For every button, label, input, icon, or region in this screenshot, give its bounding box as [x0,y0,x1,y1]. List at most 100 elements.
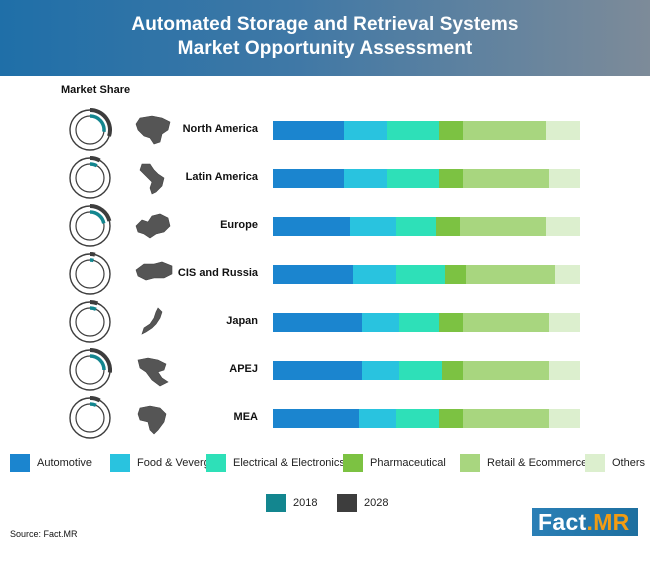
bar-segment [273,313,363,332]
region-label: Japan [226,315,258,327]
factmr-logo: Fact.MR [532,508,638,536]
bar-segment [395,265,445,284]
year-legend-swatch [266,494,286,512]
bar-segment [362,361,399,380]
bar-segment [444,265,467,284]
bar-segment [386,121,439,140]
donut-2028-arc [89,348,112,373]
market-share-donut [69,300,111,343]
legend-label: Retail & Ecommerce [487,457,588,469]
header-banner: Automated Storage and Retrieval Systems … [0,0,650,76]
bar-segment [435,217,461,236]
category-legend: Automotive Food & Veverges Electrical & El… [10,454,650,476]
market-share-donut [69,204,112,247]
donut-2028-arc [89,108,112,137]
stacked-bar [273,169,580,188]
legend-item: Food & Veverges [110,454,221,472]
bar-segment [273,409,359,428]
bar-segment [555,265,580,284]
year-legend-item: 2018 [266,494,317,512]
region-map-icon [137,357,169,387]
bar-segment [549,409,580,428]
bar-segment [273,361,363,380]
year-legend-swatch [337,494,357,512]
bar-segment [463,313,550,332]
region-map-shape [137,357,169,387]
region-label: Europe [220,219,258,231]
donut-inner-ring [75,259,105,289]
bar-segment [273,169,344,188]
region-map-icon [139,163,165,195]
bar-segment [441,361,464,380]
donut-2018-arc [89,114,106,132]
bar-segment [395,217,436,236]
market-share-donut [69,156,111,199]
bar-segment [438,409,464,428]
donut-2028-arc [89,204,112,222]
bar-segment [352,265,396,284]
legend-swatch [110,454,130,472]
legend-swatch [460,454,480,472]
legend-item: Automotive [10,454,92,472]
bar-segment [343,169,387,188]
chart-title-line1: Automated Storage and Retrieval Systems [131,14,519,35]
bar-segment [549,361,580,380]
legend-label: Pharmaceutical [370,457,446,469]
legend-item: Retail & Ecommerce [460,454,587,472]
year-legend-item: 2028 [337,494,388,512]
legend-item: Others [585,454,645,472]
bar-segment [358,409,396,428]
bar-segment [343,121,387,140]
donut-2028-arc [89,396,101,403]
region-map-shape [135,261,173,281]
bar-segment [463,361,550,380]
year-legend-label: 2028 [364,497,389,509]
bar-segment [546,217,580,236]
donut-2018-arc [89,162,98,168]
bar-segment [460,217,547,236]
source-note: Source: Fact.MR [10,529,78,539]
chart-title-line2: Market Opportunity Assessment [177,38,473,59]
region-label: CIS and Russia [177,267,258,279]
region-map-icon [135,115,171,145]
donut-inner-ring [75,307,105,337]
region-map-shape [139,163,165,195]
bar-segment [349,217,396,236]
bar-segment [549,169,580,188]
bar-segment [463,169,550,188]
donut-2018-arc [89,402,97,407]
legend-label: Automotive [37,457,93,469]
market-share-donut [69,348,112,391]
year-legend: 2018 2028 [0,494,650,516]
year-legend-label: 2018 [293,497,318,509]
bar-segment [395,409,439,428]
logo-main: Fact [538,509,587,535]
stacked-bar [273,121,580,140]
region-label: North America [182,123,258,135]
stacked-bar [273,313,580,332]
region-map-icon [135,261,173,281]
legend-label: Others [612,457,646,469]
legend-swatch [343,454,363,472]
legend-item: Pharmaceutical [343,454,446,472]
donut-2018-arc [89,210,106,224]
donut-2028-arc [89,300,99,306]
bar-segment [438,169,464,188]
bar-segment [362,313,399,332]
stacked-bar [273,361,580,380]
bar-segment [438,313,464,332]
bar-segment [398,313,439,332]
region-map-icon [141,307,163,335]
bar-segment [463,409,550,428]
legend-item: Electrical & Electronics [206,454,345,472]
logo-accent: .MR [586,509,630,535]
bar-segment [463,121,547,140]
donut-2018-arc [89,306,97,311]
donut-2018-arc [89,354,106,371]
bar-segment [273,217,350,236]
region-label: Latin America [185,171,258,183]
donut-inner-ring [75,403,105,433]
region-label: APEJ [229,363,258,375]
bar-segment [549,313,580,332]
market-share-donut [69,252,111,295]
